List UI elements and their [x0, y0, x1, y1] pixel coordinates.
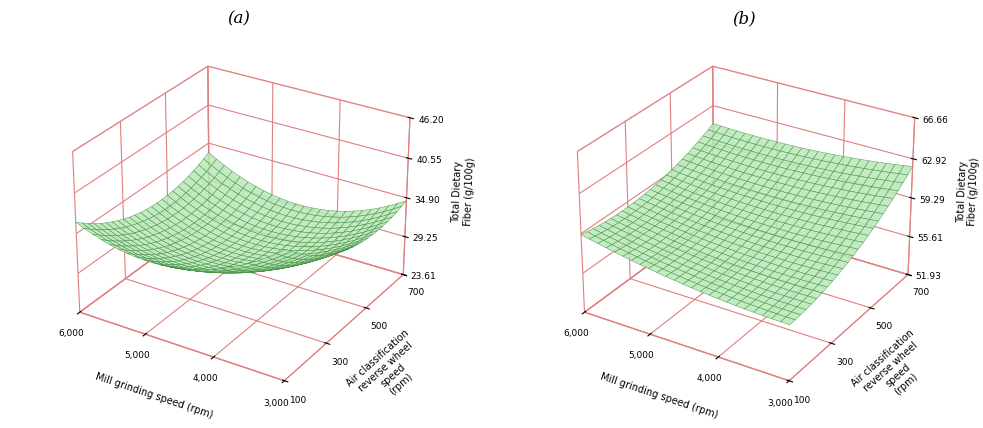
Title: (a): (a) [228, 10, 251, 27]
Y-axis label: Air classification
reverse wheel
speed
(rpm): Air classification reverse wheel speed (… [849, 328, 939, 415]
Y-axis label: Air classification
reverse wheel
speed
(rpm): Air classification reverse wheel speed (… [345, 328, 434, 415]
X-axis label: Mill grinding speed (rpm): Mill grinding speed (rpm) [94, 371, 214, 420]
Title: (b): (b) [732, 10, 756, 27]
X-axis label: Mill grinding speed (rpm): Mill grinding speed (rpm) [599, 371, 719, 420]
